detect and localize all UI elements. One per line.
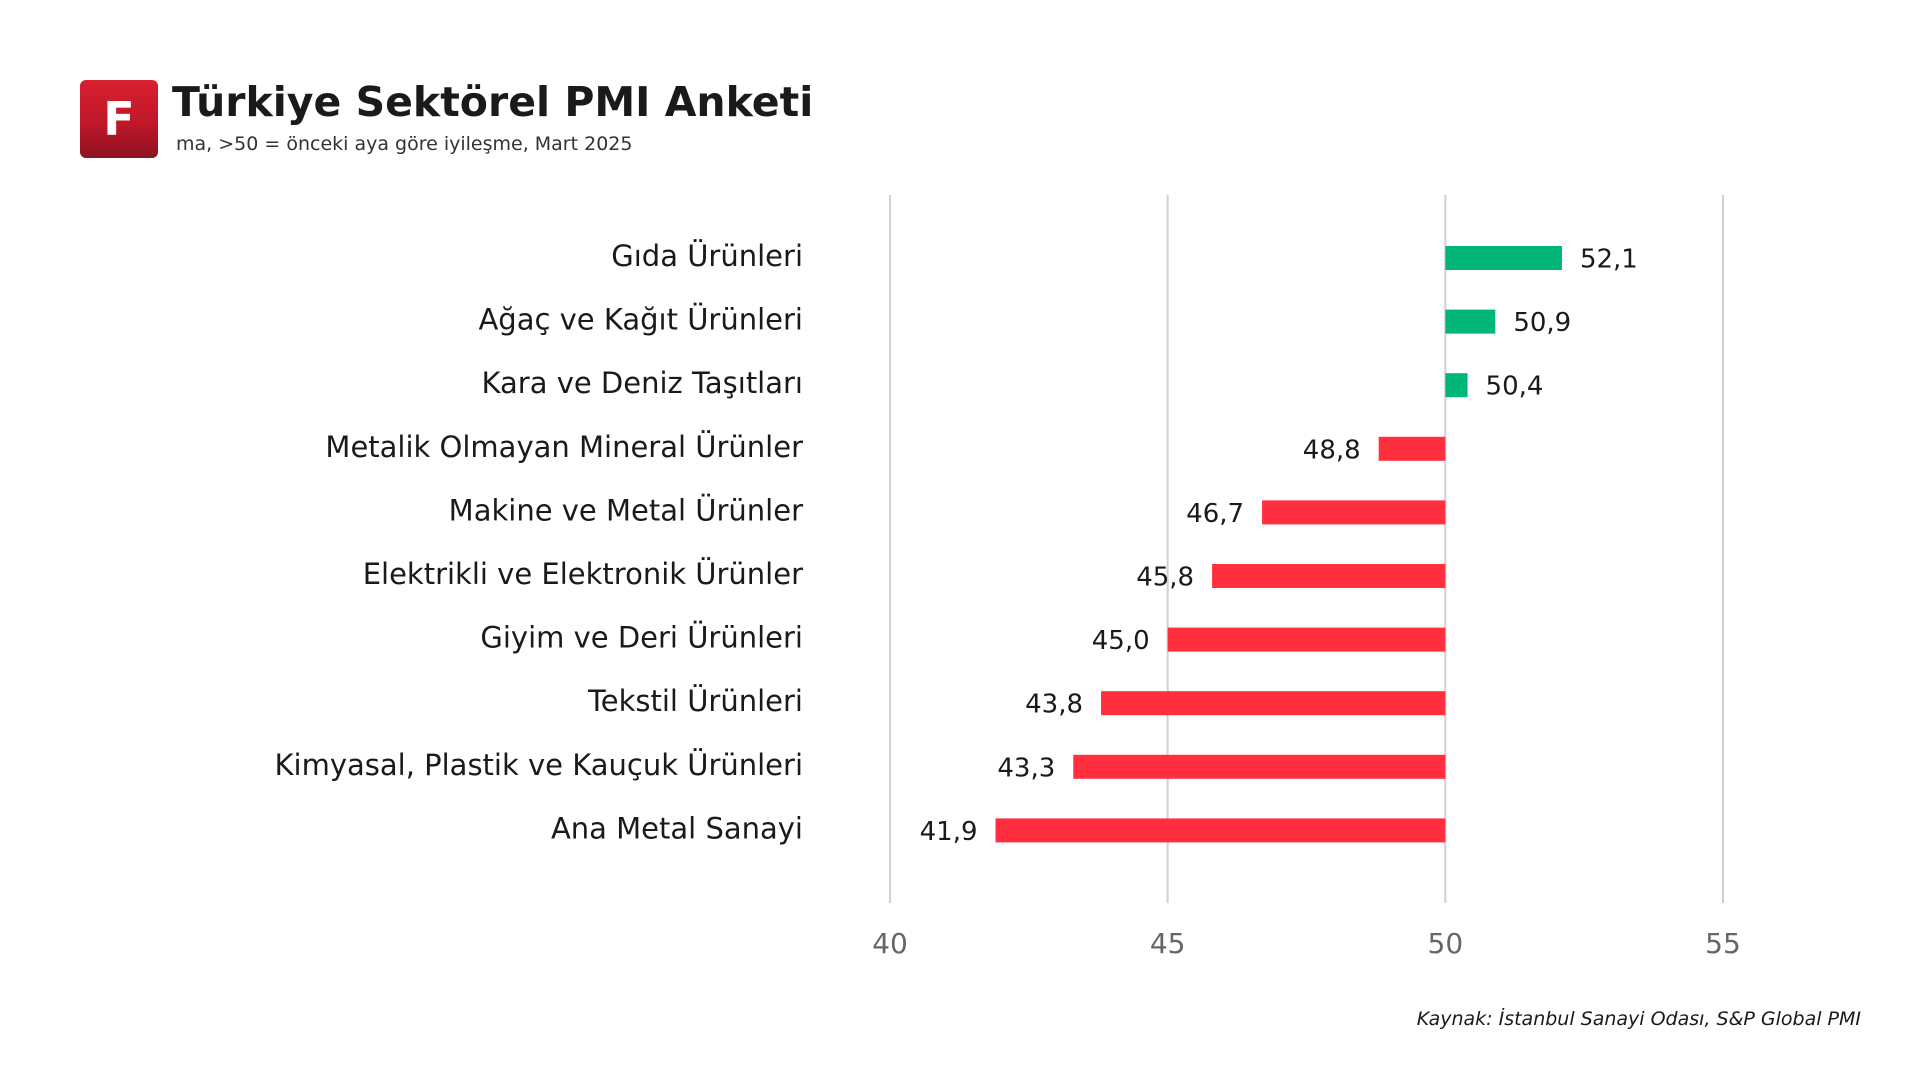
bar [995, 818, 1446, 843]
bar [1073, 754, 1446, 779]
chart-title: Türkiye Sektörel PMI Anketi [172, 78, 814, 126]
value-label: 46,7 [1186, 499, 1244, 529]
value-label: 50,4 [1486, 372, 1544, 402]
brand-logo: F [80, 80, 158, 158]
category-label: Kimyasal, Plastik ve Kauçuk Ürünleri [275, 748, 804, 782]
category-label: Ağaç ve Kağıt Ürünleri [478, 303, 803, 337]
x-tick-label: 55 [1705, 927, 1741, 960]
bar [1212, 564, 1446, 588]
category-label: Tekstil Ürünleri [587, 684, 803, 718]
value-label: 50,9 [1513, 308, 1571, 338]
category-label: Kara ve Deniz Taşıtları [482, 366, 804, 400]
bar [1101, 691, 1446, 716]
category-label: Gıda Ürünleri [611, 239, 803, 273]
value-label: 52,1 [1580, 245, 1638, 275]
bar [1262, 500, 1446, 525]
category-label: Giyim ve Deri Ürünleri [480, 621, 803, 655]
x-tick-label: 40 [872, 927, 908, 960]
logo-letter: F [103, 92, 135, 146]
value-label: 45,0 [1092, 626, 1150, 656]
bar [1445, 309, 1496, 334]
chart-subtitle: ma, >50 = önceki aya göre iyileşme, Mart… [176, 133, 633, 155]
value-label: 41,9 [920, 817, 978, 847]
x-tick-label: 45 [1150, 927, 1186, 960]
bar [1378, 436, 1446, 461]
value-label: 43,3 [997, 753, 1055, 783]
value-label: 48,8 [1303, 435, 1361, 465]
x-tick-label: 50 [1428, 927, 1464, 960]
category-label: Makine ve Metal Ürünler [449, 493, 803, 527]
category-label: Elektrikli ve Elektronik Ürünler [363, 557, 803, 591]
category-label: Ana Metal Sanayi [551, 811, 803, 845]
source-note: Kaynak: İstanbul Sanayi Odası, S&P Globa… [1416, 1008, 1861, 1030]
value-label: 45,8 [1136, 563, 1194, 593]
bar [1445, 246, 1562, 270]
bar [1167, 627, 1446, 652]
bar [1445, 373, 1468, 398]
value-label: 43,8 [1025, 690, 1083, 720]
category-label: Metalik Olmayan Mineral Ürünler [325, 430, 803, 464]
